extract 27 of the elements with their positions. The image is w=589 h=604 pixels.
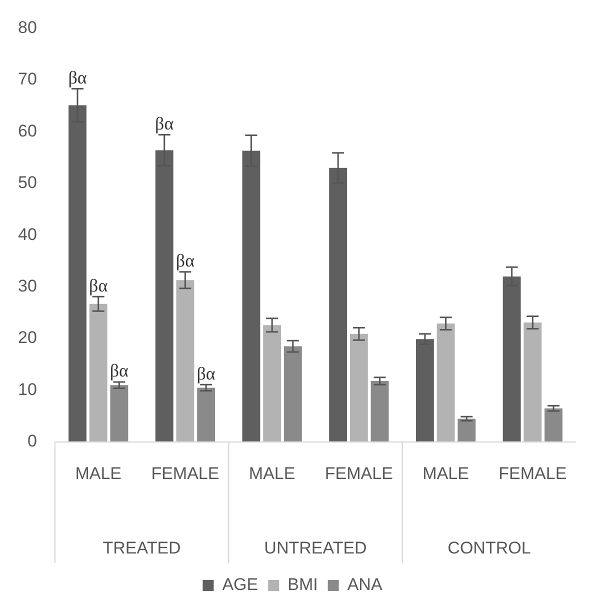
- y-tick-label: 60: [18, 121, 37, 140]
- y-tick-label: 0: [27, 432, 37, 451]
- x-tick-label: FEMALE: [498, 464, 567, 483]
- y-tick-label: 50: [18, 173, 37, 192]
- x-tick-label: MALE: [75, 464, 122, 483]
- legend-label: AGE: [222, 575, 258, 594]
- text: CONTROL: [448, 538, 531, 558]
- y-tick-label: 30: [18, 276, 37, 296]
- data-label: βα: [89, 275, 108, 296]
- legend-label: ANA: [347, 575, 383, 594]
- legend-label: BMI: [288, 575, 318, 594]
- text: TREATED: [102, 538, 181, 558]
- data-label: βα: [176, 250, 196, 271]
- y-tick-label: 80: [18, 18, 37, 37]
- y-tick-label: 70: [18, 70, 37, 89]
- y-tick-label: 40: [18, 224, 37, 244]
- y-tick-label: 20: [18, 328, 37, 348]
- x-tick-label: MALE: [422, 464, 469, 483]
- text: UNTREATED: [264, 538, 367, 558]
- y-tick-label: 10: [18, 380, 37, 399]
- data-label: βα: [110, 360, 130, 381]
- data-label: βα: [68, 67, 88, 88]
- x-tick-label: MALE: [248, 464, 296, 483]
- x-tick-label: FEMALE: [324, 464, 393, 483]
- data-label: βα: [196, 363, 216, 384]
- x-tick-label: FEMALE: [151, 464, 220, 483]
- data-label: βα: [155, 113, 174, 134]
